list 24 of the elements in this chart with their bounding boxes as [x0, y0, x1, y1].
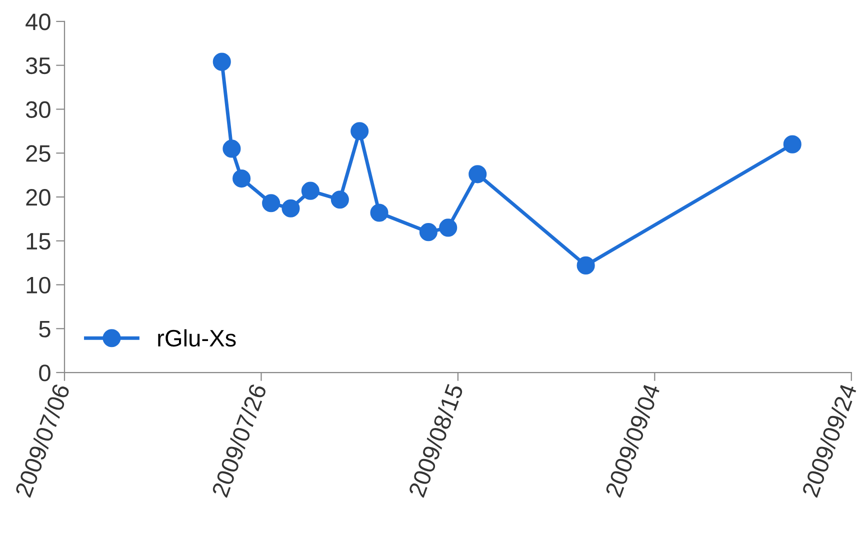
- point: [576, 256, 595, 274]
- point: [370, 204, 388, 222]
- point: [350, 122, 369, 140]
- y-tick-label: 15: [26, 233, 50, 250]
- y-tick-label: 5: [39, 320, 50, 338]
- y-tick-label: 10: [26, 276, 50, 294]
- point: [232, 170, 251, 188]
- y-tick-label: 35: [26, 57, 50, 74]
- point: [419, 223, 438, 242]
- point: [783, 135, 802, 154]
- y-tick-label: 30: [26, 101, 50, 118]
- point: [330, 190, 349, 209]
- y-tick-label: 20: [26, 189, 50, 206]
- y-tick-label: 40: [26, 14, 50, 30]
- point: [468, 165, 487, 184]
- point: [262, 194, 280, 212]
- y-tick-label: 25: [26, 145, 50, 162]
- point: [222, 140, 241, 158]
- point: [301, 182, 320, 200]
- point: [439, 218, 458, 237]
- point: [212, 52, 231, 71]
- point: [282, 199, 300, 218]
- legend-label: rGlu-Xs: [158, 329, 236, 347]
- y-tick-label: 0: [39, 364, 50, 382]
